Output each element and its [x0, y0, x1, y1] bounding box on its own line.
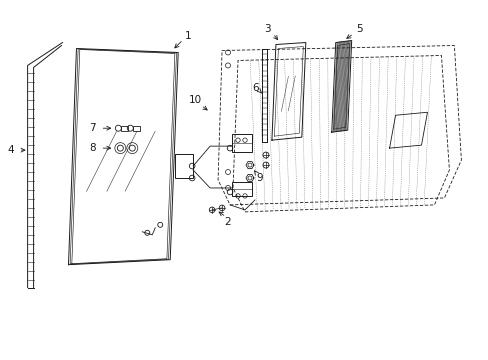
Bar — [133, 126, 140, 131]
Text: 10: 10 — [188, 95, 201, 105]
Text: 9: 9 — [256, 173, 263, 183]
Text: 8: 8 — [89, 143, 96, 153]
Text: 5: 5 — [356, 24, 362, 33]
Bar — [175, 154, 193, 178]
Text: 2: 2 — [224, 217, 231, 227]
Bar — [232, 134, 251, 152]
Text: 1: 1 — [184, 31, 191, 41]
Text: 4: 4 — [7, 145, 14, 155]
Bar — [121, 126, 128, 131]
Bar — [232, 182, 251, 196]
Text: 7: 7 — [89, 123, 96, 133]
Text: 3: 3 — [264, 24, 271, 33]
Text: 6: 6 — [252, 84, 259, 93]
